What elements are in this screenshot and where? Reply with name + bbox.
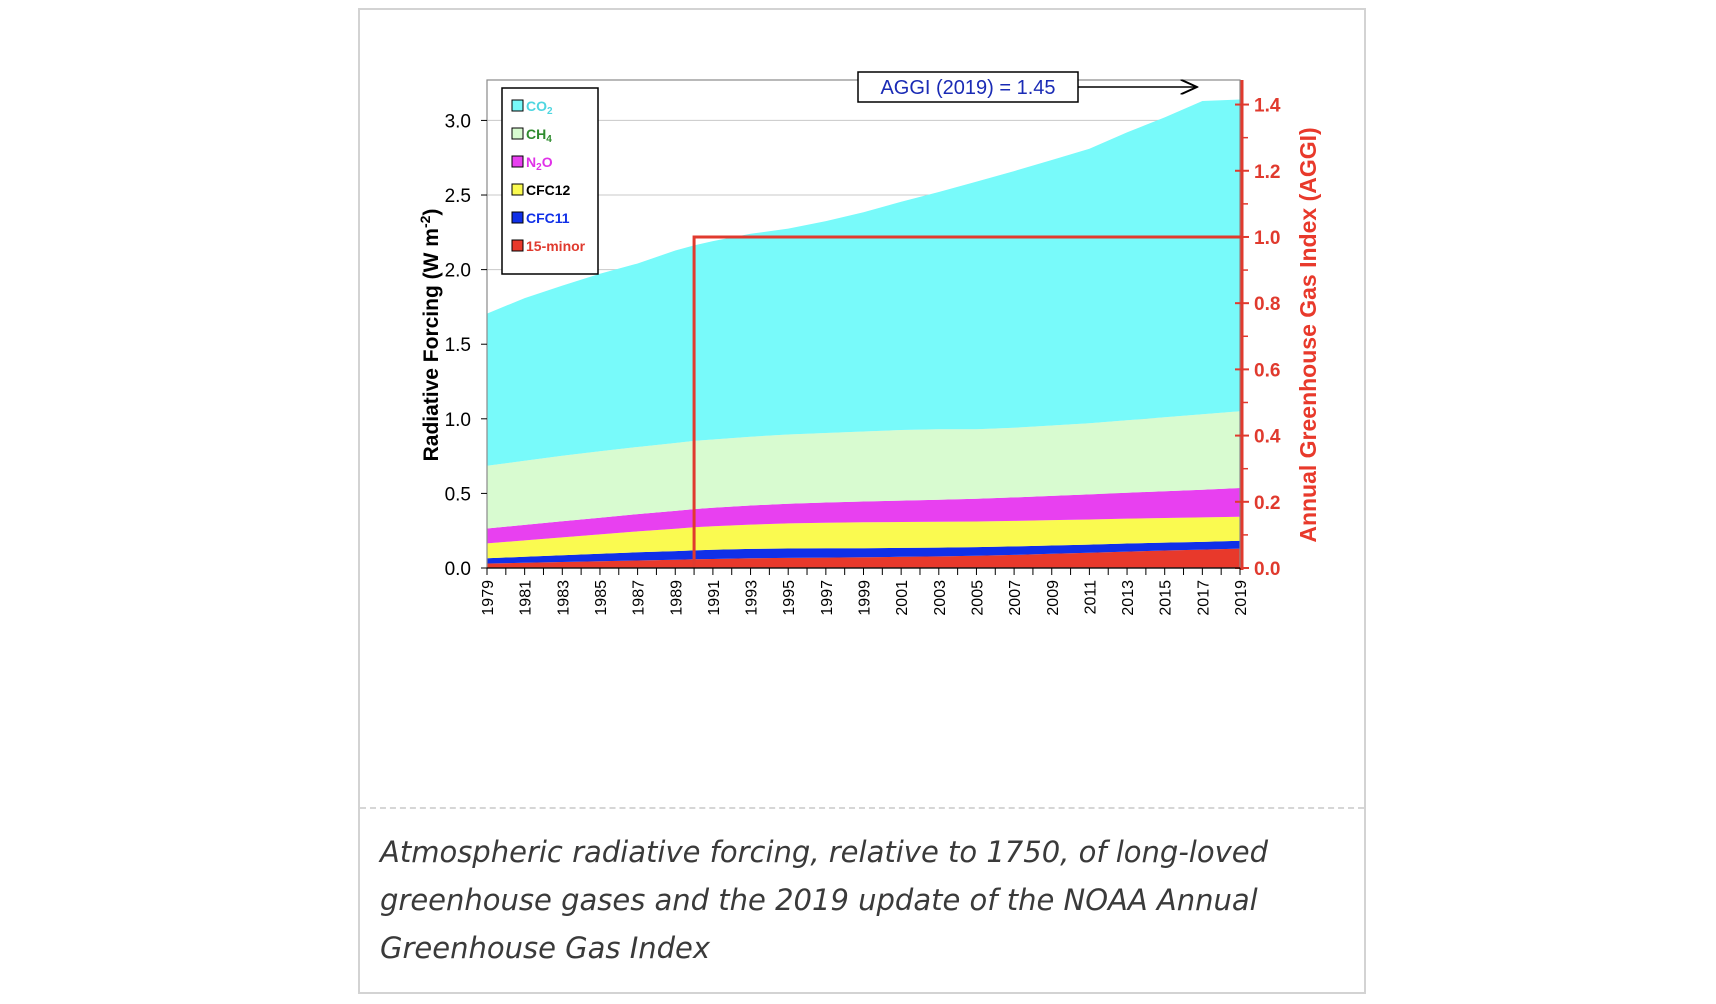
chart: 0.0 0.5 1.0 1.5 2.0 2.5 3.0 0.0 0.2 0.4 0.6 0.8 1.0 1… <box>417 71 1321 616</box>
legend-label: CH4 <box>526 126 552 145</box>
y2-tick-label: 0.0 <box>1254 559 1280 580</box>
x-tick-label: 2015 <box>1158 580 1175 616</box>
x-tick-label: 2003 <box>932 580 949 616</box>
area-15-minor <box>487 548 1240 568</box>
y2-tick-label: 1.0 <box>1254 228 1280 249</box>
legend-label: 15-minor <box>526 238 586 254</box>
y-tick-label: 1.0 <box>445 410 471 431</box>
y2-tick-label: 1.2 <box>1254 162 1280 183</box>
x-tick-label: 1981 <box>518 580 535 616</box>
x-tick-label: 2007 <box>1007 580 1024 616</box>
x-tick-label: 1999 <box>857 580 874 616</box>
area-ch4 <box>487 411 1240 529</box>
x-tick-label: 2017 <box>1195 580 1212 616</box>
x-tick-label: 1987 <box>631 580 648 616</box>
x-tick-label: 1979 <box>480 580 497 616</box>
caption-line: greenhouse gases and the 2019 update of … <box>380 883 1258 917</box>
legend-swatch <box>511 155 524 168</box>
annotation-text: AGGI (2019) = 1.45 <box>880 77 1055 99</box>
area-cfc11 <box>487 540 1240 564</box>
x-tick-label: 1995 <box>781 580 798 616</box>
x-tick-label: 1983 <box>555 580 572 616</box>
x-tick-label: 2009 <box>1045 580 1062 616</box>
aggi-reference <box>692 235 1242 568</box>
area-co2 <box>487 99 1240 466</box>
legend-swatch <box>511 239 524 252</box>
y-axis-label: Radiative Forcing (W m-2) <box>417 209 443 462</box>
legend-label: CO2 <box>526 98 553 117</box>
y-tick-label: 0.5 <box>445 484 471 505</box>
area-n2o <box>487 488 1240 544</box>
y2-tick-label: 0.8 <box>1254 294 1280 315</box>
caption-line: Greenhouse Gas Index <box>380 931 711 965</box>
y-tick-label: 0.0 <box>445 559 471 580</box>
legend-swatch <box>511 127 524 140</box>
legend-swatch <box>511 211 524 224</box>
stacked-areas <box>487 99 1240 568</box>
figure-caption: Atmospheric radiative forcing, relative … <box>380 828 1310 972</box>
x-tick-label: 2001 <box>894 580 911 616</box>
x-tick-label: 2011 <box>1082 580 1099 615</box>
y2-axis-label: Annual Greenhouse Gas Index (AGGI) <box>1295 127 1321 542</box>
y-tick-label: 2.5 <box>445 186 471 207</box>
y-tick-label: 3.0 <box>445 111 471 132</box>
legend-label: CFC12 <box>526 182 571 198</box>
x-tick-label: 2019 <box>1233 580 1250 616</box>
x-tick-label: 1985 <box>593 580 610 616</box>
caption-line: Atmospheric radiative forcing, relative … <box>380 835 1269 869</box>
y2-tick-label: 0.6 <box>1254 360 1280 381</box>
legend-swatch <box>511 183 524 196</box>
x-tick-label: 1997 <box>819 580 836 616</box>
figure-card: 0.0 0.5 1.0 1.5 2.0 2.5 3.0 0.0 0.2 0.4 0.6 0.8 1.0 1… <box>358 8 1366 994</box>
annotation: AGGI (2019) = 1.45 <box>857 71 1197 103</box>
x-tick-label: 1993 <box>744 580 761 616</box>
axes: 0.0 0.5 1.0 1.5 2.0 2.5 3.0 0.0 0.2 0.4 0.6 0.8 1.0 1… <box>445 80 1281 616</box>
y-tick-label: 1.5 <box>445 335 471 356</box>
x-tick-label: 2005 <box>969 580 986 616</box>
legend: CO2 CH4 N2O CFC12 CFC11 15-minor <box>501 87 599 275</box>
y2-tick-label: 0.4 <box>1254 427 1281 448</box>
annotation-box <box>857 71 1079 103</box>
y-tick-label: 2.0 <box>445 261 471 282</box>
legend-swatch <box>511 99 524 112</box>
x-tick-label: 1989 <box>668 580 685 616</box>
aggi-reference-line <box>692 235 1242 568</box>
legend-label: N2O <box>526 154 553 173</box>
caption-divider <box>360 807 1364 809</box>
x-tick-label: 1991 <box>706 580 723 616</box>
y2-tick-label: 1.4 <box>1254 96 1281 117</box>
area-cfc12 <box>487 516 1240 559</box>
x-tick-label: 2013 <box>1120 580 1137 616</box>
legend-label: CFC11 <box>526 210 570 226</box>
y2-tick-label: 0.2 <box>1254 493 1280 514</box>
